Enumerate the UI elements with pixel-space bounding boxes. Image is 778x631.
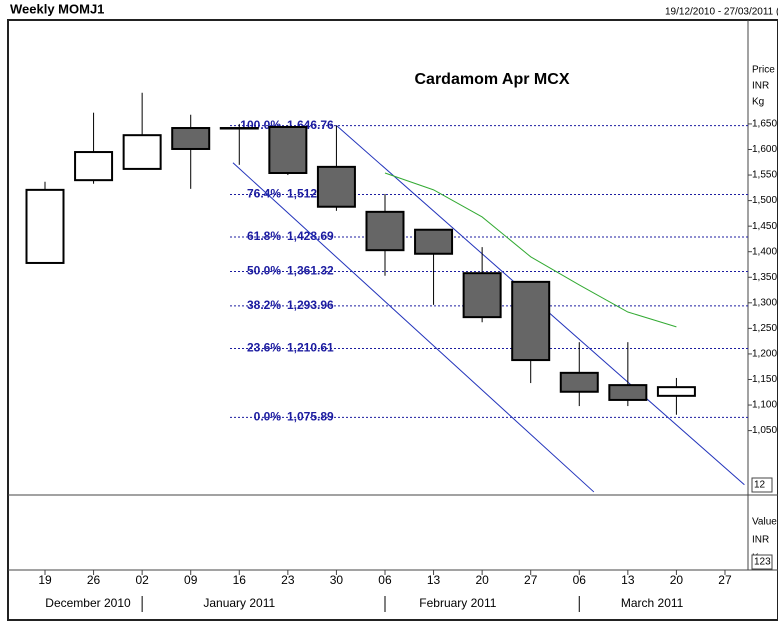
x-tick-label: 16 (233, 573, 247, 587)
fib-percent: 38.2% (247, 298, 281, 312)
candle-body (608, 384, 648, 401)
fib-percent: 50.0% (247, 264, 281, 278)
y-tick-label: 1,350 (752, 272, 777, 283)
header-left: Weekly MOMJ1 (10, 1, 104, 16)
fib-percent: 76.4% (247, 187, 281, 201)
x-tick-label: 19 (38, 573, 52, 587)
candle-body (365, 210, 405, 252)
y-tick-label: 1,550 (752, 170, 777, 181)
value-box-label: 12 (754, 480, 766, 491)
x-tick-label: 23 (281, 573, 295, 587)
candle-body (122, 134, 162, 170)
x-tick-label: 13 (621, 573, 635, 587)
value-box (751, 477, 773, 493)
lower-axis-label: Value (752, 517, 777, 528)
fib-percent: 61.8% (247, 229, 281, 243)
candle-body (316, 165, 356, 208)
x-tick-label: 20 (475, 573, 489, 587)
candle-body (559, 371, 599, 393)
y-tick-label: 1,250 (752, 323, 777, 334)
month-label: January 2011 (203, 596, 275, 610)
fib-value: 1,293.96 (287, 298, 334, 312)
x-tick-label: 02 (135, 573, 149, 587)
y-tick-label: 1,200 (752, 349, 777, 360)
y-tick-label: 1,650 (752, 119, 777, 130)
y-axis-label: Price (752, 65, 775, 76)
y-tick-label: 1,050 (752, 425, 777, 436)
candle-body (171, 127, 211, 150)
month-label: March 2011 (621, 596, 684, 610)
x-tick-label: 06 (378, 573, 392, 587)
x-tick-label: 27 (524, 573, 538, 587)
candle-body (511, 280, 551, 362)
value-box (751, 554, 773, 570)
x-tick-label: 30 (330, 573, 344, 587)
y-tick-label: 1,450 (752, 221, 777, 232)
fib-value: 1,361.32 (287, 264, 334, 278)
fib-percent: 23.6% (247, 341, 281, 355)
moving-average (384, 172, 677, 328)
x-tick-label: 09 (184, 573, 198, 587)
candle-body (414, 228, 454, 255)
fib-value: 1,210.61 (287, 341, 334, 355)
fib-value: 1,428.69 (287, 229, 334, 243)
month-label: February 2011 (419, 596, 496, 610)
value-box-label: 123 (754, 557, 771, 568)
x-tick-label: 20 (670, 573, 684, 587)
y-tick-label: 1,100 (752, 400, 777, 411)
candle-body (219, 127, 259, 130)
y-tick-label: 1,150 (752, 374, 777, 385)
candle-body (25, 188, 65, 264)
frame (7, 19, 778, 621)
y-tick-label: 1,400 (752, 246, 777, 257)
lower-axis-label: INR (752, 535, 769, 546)
candle-body (656, 386, 696, 397)
fib-percent: 0.0% (254, 410, 282, 424)
y-tick-label: 1,600 (752, 144, 777, 155)
header-right: 19/12/2010 - 27/03/2011 (BOM (665, 7, 778, 18)
candle-body (74, 151, 114, 182)
candle-body (268, 126, 308, 174)
y-tick-label: 1,500 (752, 195, 777, 206)
x-tick-label: 26 (87, 573, 101, 587)
fib-value: 1,075.89 (287, 410, 334, 424)
x-tick-label: 13 (427, 573, 441, 587)
chart-title: Cardamom Apr MCX (415, 71, 570, 88)
y-axis-label: INR (752, 81, 769, 92)
y-tick-label: 1,300 (752, 297, 777, 308)
x-tick-label: 06 (573, 573, 587, 587)
trendline (232, 162, 595, 493)
candle-body (462, 272, 502, 319)
month-label: December 2010 (45, 596, 131, 610)
y-axis-label: Kg (752, 97, 764, 108)
x-tick-label: 27 (718, 573, 732, 587)
